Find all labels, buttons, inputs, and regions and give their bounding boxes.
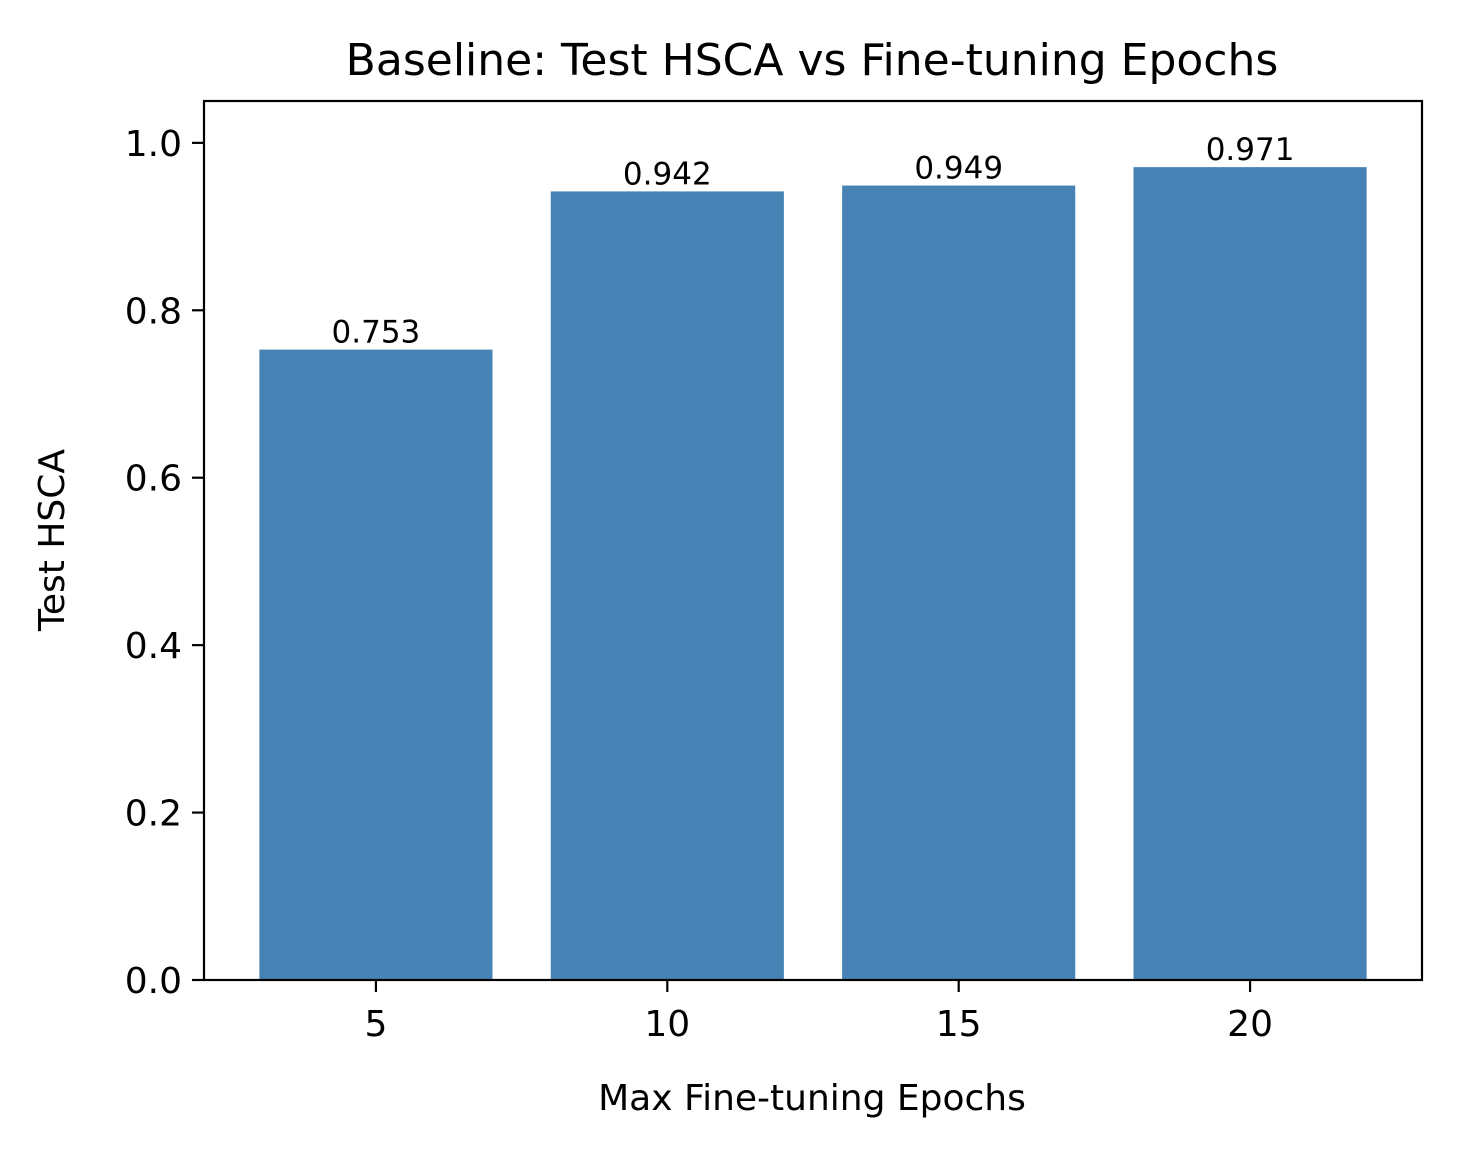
y-tick-label-1.0: 1.0	[125, 124, 182, 165]
value-label-20: 0.971	[1206, 132, 1295, 168]
y-axis-label: Test HSCA	[32, 449, 73, 632]
x-tick-label-20: 20	[1227, 1004, 1273, 1045]
value-label-10: 0.942	[623, 156, 712, 192]
y-tick-label-0.4: 0.4	[125, 626, 182, 667]
value-label-15: 0.949	[914, 151, 1003, 187]
value-labels-layer: 0.753 0.942 0.949 0.971	[332, 132, 1295, 350]
bar-20	[1133, 167, 1367, 981]
bar-10	[550, 191, 784, 980]
bars-layer	[259, 167, 1367, 981]
bar-5	[259, 349, 493, 980]
y-tick-label-0.8: 0.8	[125, 291, 182, 332]
x-tick-label-10: 10	[644, 1004, 690, 1045]
value-label-5: 0.753	[332, 315, 421, 351]
y-axis: 0.0 0.2 0.4 0.6 0.8 1.0	[125, 124, 204, 1002]
x-axis-label: Max Fine-tuning Epochs	[598, 1078, 1026, 1119]
x-tick-label-5: 5	[364, 1004, 387, 1045]
y-tick-label-0.2: 0.2	[125, 794, 182, 835]
y-tick-label-0.0: 0.0	[125, 961, 182, 1002]
x-tick-label-15: 15	[936, 1004, 982, 1045]
bar-15	[842, 185, 1076, 981]
x-axis: 5 10 15 20	[364, 980, 1273, 1045]
y-tick-label-0.6: 0.6	[125, 459, 182, 500]
plot-frame	[202, 99, 1424, 982]
chart-title: Baseline: Test HSCA vs Fine-tuning Epoch…	[346, 35, 1279, 86]
